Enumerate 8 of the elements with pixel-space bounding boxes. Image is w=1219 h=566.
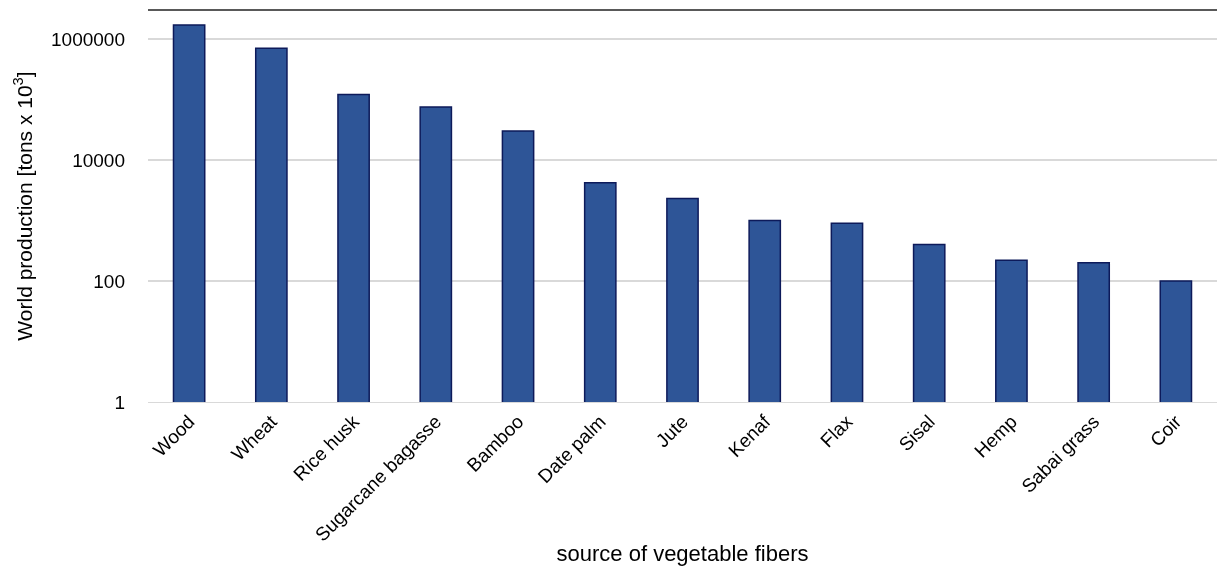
y-tick-label: 10000	[72, 149, 125, 171]
y-tick-label: 1	[114, 391, 125, 413]
y-tick-label: 1000000	[51, 28, 125, 50]
x-tick-label: Jute	[651, 411, 693, 452]
x-tick-label: Coir	[1145, 410, 1186, 451]
x-tick-label: Flax	[816, 410, 857, 452]
y-tick-label: 100	[93, 270, 125, 292]
x-axis-title: source of vegetable fibers	[556, 541, 809, 566]
